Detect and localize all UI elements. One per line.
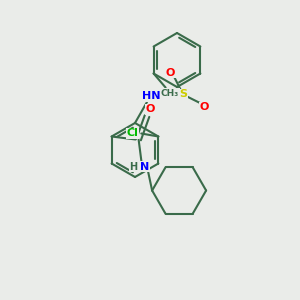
Text: CH₃: CH₃: [161, 88, 179, 98]
Text: O: O: [200, 102, 209, 112]
Text: N: N: [140, 161, 149, 172]
Text: Cl: Cl: [127, 128, 139, 139]
Text: HN: HN: [142, 91, 161, 101]
Text: O: O: [145, 104, 155, 115]
Text: S: S: [179, 89, 187, 100]
Text: O: O: [166, 68, 175, 78]
Text: H: H: [129, 161, 137, 172]
